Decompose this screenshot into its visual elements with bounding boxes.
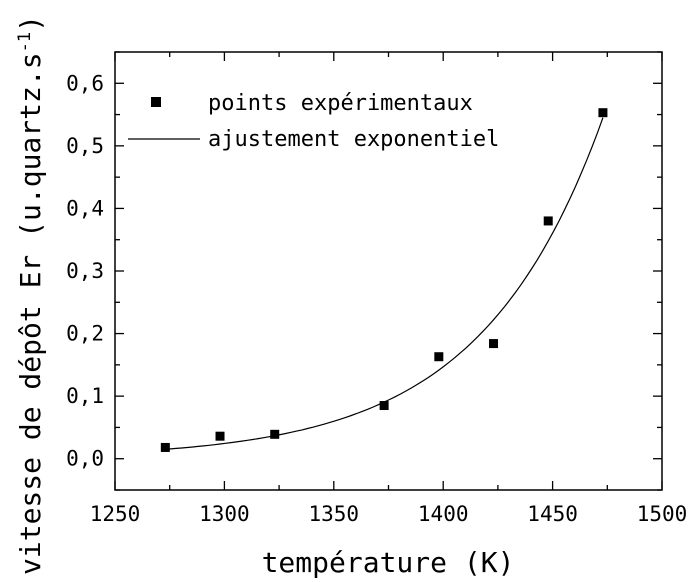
- data-point: [543, 216, 553, 226]
- y-tick-label: 0,1: [66, 384, 104, 408]
- data-point: [489, 339, 499, 349]
- y-axis-title-close: ): [14, 15, 47, 32]
- x-tick-label: 1250: [90, 502, 141, 526]
- data-points: [160, 108, 608, 452]
- data-point: [434, 352, 444, 362]
- x-tick-label: 1300: [199, 502, 250, 526]
- y-tick-label: 0,6: [66, 71, 104, 95]
- data-point: [215, 431, 225, 441]
- data-point: [379, 401, 389, 411]
- y-tick-labels: 0,0 0,1 0,2 0,3 0,4 0,5 0,6: [66, 71, 104, 470]
- x-tick-label: 1400: [418, 502, 469, 526]
- legend-label-points: points expérimentaux: [208, 91, 473, 116]
- y-tick-label: 0,4: [66, 196, 104, 220]
- x-tick-label: 1350: [309, 502, 360, 526]
- data-point: [160, 442, 170, 452]
- legend-marker-points: [151, 97, 161, 107]
- data-point: [270, 429, 280, 439]
- y-axis-title-main: vitesse de dépôt Er (u.quartz.s: [14, 52, 47, 575]
- x-axis-title: température (K): [262, 546, 515, 579]
- x-tick-labels: 1250 1300 1350 1400 1450 1500: [90, 502, 688, 526]
- x-tick-label: 1500: [637, 502, 688, 526]
- y-tick-label: 0,5: [66, 134, 104, 158]
- y-tick-label: 0,0: [66, 447, 104, 471]
- y-tick-label: 0,2: [66, 322, 104, 346]
- plot-frame: [114, 51, 663, 491]
- y-axis-title: vitesse de dépôt Er (u.quartz.s-1): [14, 15, 47, 575]
- legend-label-fit: ajustement exponentiel: [208, 127, 499, 152]
- data-point: [598, 108, 608, 118]
- y-axis-title-superscript: -1: [15, 32, 35, 52]
- fit-curve: [165, 117, 604, 450]
- axis-ticks: [114, 51, 663, 491]
- y-tick-label: 0,3: [66, 259, 104, 283]
- x-tick-label: 1450: [527, 502, 578, 526]
